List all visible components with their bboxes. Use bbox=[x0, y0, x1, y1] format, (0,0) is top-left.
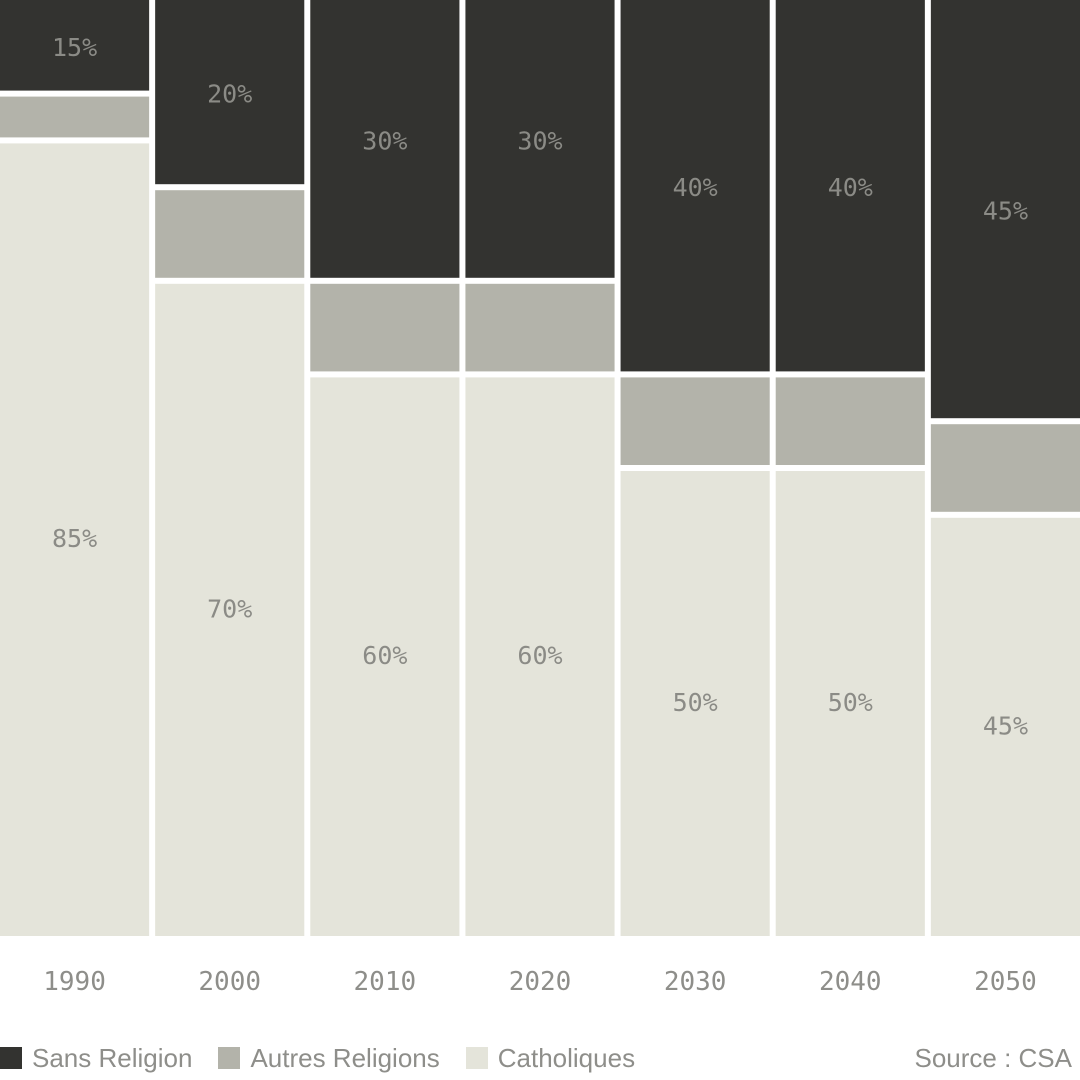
bar-sans-religion-2050 bbox=[930, 0, 1080, 419]
x-tick-label-2020: 2020 bbox=[509, 967, 572, 997]
bar-group-2000: 70% 20% bbox=[155, 0, 305, 936]
legend-label-autres-religions: Autres Religions bbox=[250, 1042, 440, 1073]
x-tick-label-2040: 2040 bbox=[819, 967, 882, 997]
legend-label-catholiques: Catholiques bbox=[497, 1042, 636, 1073]
bar-autres-religions-2020 bbox=[465, 283, 615, 372]
legend: Sans Religion Autres Religions Catholiques bbox=[0, 1040, 661, 1076]
bar-catholiques-2030 bbox=[620, 471, 770, 936]
legend-label-sans-religion: Sans Religion bbox=[32, 1042, 193, 1073]
data-label-sans-religion-2010: 30% bbox=[362, 126, 407, 155]
bar-group-2050: 45% 45% bbox=[930, 0, 1080, 936]
bar-catholiques-2040 bbox=[775, 471, 925, 936]
bar-catholiques-2020 bbox=[465, 377, 615, 936]
legend-swatch-sans-religion bbox=[0, 1047, 22, 1069]
chart-svg: 85% 15% 1990 70% 20% 2000 60% 30% 2010 60% 30% 2020… bbox=[0, 0, 1080, 997]
bar-catholiques-2000 bbox=[155, 283, 305, 936]
bar-group-2040: 50% 40% bbox=[775, 0, 925, 936]
x-tick-label-2050: 2050 bbox=[974, 967, 1037, 997]
bar-catholiques-1990 bbox=[0, 143, 150, 936]
data-label-catholiques-2050: 45% bbox=[983, 711, 1028, 740]
bar-group-2030: 50% 40% bbox=[620, 0, 770, 936]
bar-sans-religion-2040 bbox=[775, 0, 925, 372]
legend-swatch-catholiques bbox=[465, 1047, 488, 1069]
data-label-sans-religion-2050: 45% bbox=[983, 197, 1028, 226]
bar-group-2020: 60% 30% bbox=[465, 0, 615, 936]
bar-autres-religions-2010 bbox=[310, 283, 460, 372]
bar-sans-religion-1990 bbox=[0, 0, 150, 91]
data-label-catholiques-2020: 60% bbox=[517, 641, 562, 670]
data-label-catholiques-2010: 60% bbox=[362, 641, 407, 670]
data-label-catholiques-2030: 50% bbox=[673, 688, 718, 717]
data-label-catholiques-2040: 50% bbox=[828, 688, 873, 717]
x-tick-label-2000: 2000 bbox=[198, 967, 261, 997]
data-label-catholiques-2000: 70% bbox=[207, 594, 252, 623]
bar-autres-religions-2050 bbox=[930, 424, 1080, 512]
data-label-sans-religion-2030: 40% bbox=[673, 173, 718, 202]
bar-catholiques-2050 bbox=[930, 517, 1080, 936]
bar-sans-religion-2030 bbox=[620, 0, 770, 372]
data-label-sans-religion-2000: 20% bbox=[207, 80, 252, 109]
bar-autres-religions-2040 bbox=[775, 377, 925, 465]
bar-autres-religions-2030 bbox=[620, 377, 770, 465]
legend-item-autres-religions: Autres Religions bbox=[218, 1042, 440, 1074]
data-label-sans-religion-2040: 40% bbox=[828, 173, 873, 202]
x-tick-label-2010: 2010 bbox=[354, 967, 417, 997]
source-label: Source : CSA bbox=[914, 1042, 1072, 1073]
x-tick-label-1990: 1990 bbox=[43, 967, 106, 997]
legend-item-sans-religion: Sans Religion bbox=[0, 1043, 192, 1074]
bar-autres-religions-2000 bbox=[155, 190, 305, 278]
source-note: Source : CSA bbox=[914, 1040, 1072, 1076]
bar-sans-religion-2010 bbox=[310, 0, 460, 278]
data-label-sans-religion-1990: 15% bbox=[52, 33, 97, 62]
data-label-catholiques-1990: 85% bbox=[52, 524, 97, 553]
bar-sans-religion-2020 bbox=[465, 0, 615, 278]
bar-autres-religions-1990 bbox=[0, 96, 150, 138]
x-tick-label-2030: 2030 bbox=[664, 967, 727, 997]
data-label-sans-religion-2020: 30% bbox=[517, 126, 562, 155]
bar-group-2010: 60% 30% bbox=[310, 0, 460, 936]
bar-sans-religion-2000 bbox=[155, 0, 305, 185]
legend-item-catholiques: Catholiques bbox=[465, 1042, 636, 1074]
bar-catholiques-2010 bbox=[310, 377, 460, 936]
legend-swatch-autres-religions bbox=[218, 1047, 241, 1069]
bar-group-1990: 85% 15% bbox=[0, 0, 150, 936]
